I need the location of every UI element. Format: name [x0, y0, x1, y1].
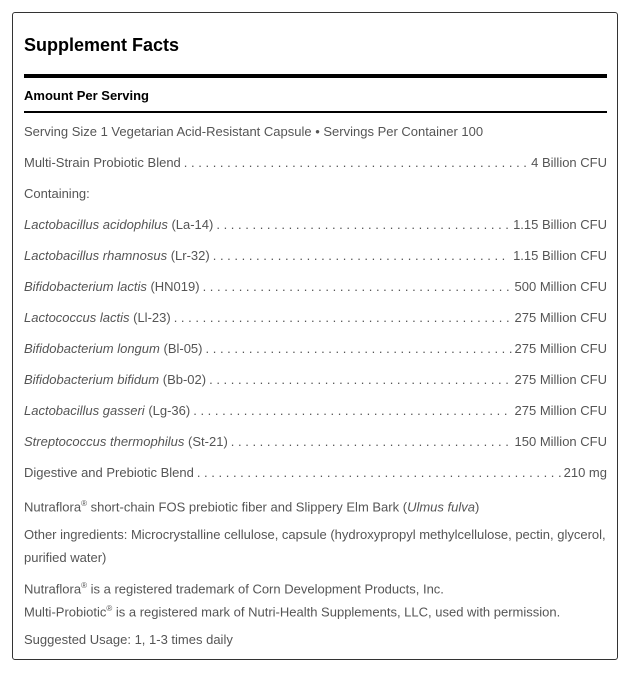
dot-leader [231, 433, 512, 451]
strain-amount: 150 Million CFU [514, 434, 607, 449]
registered-mark: ® [81, 581, 87, 590]
strain-row: Lactobacillus gasseri (Lg-36) 275 Million… [24, 402, 607, 433]
trademark-text: is a registered trademark of Corn Develo… [86, 581, 444, 597]
strain-row: Lactobacillus acidophilus (La-14) 1.15 Bi… [24, 216, 607, 247]
strain-row: Bifidobacterium longum (Bl-05) 275 Millio… [24, 340, 607, 371]
strain-row: Lactococcus lactis (Ll-23) 275 Million CF… [24, 309, 607, 340]
panel-title: Supplement Facts [24, 35, 180, 55]
strain-name: Bifidobacterium longum (Bl-05) [24, 340, 203, 358]
latin-name: Ulmus fulva [407, 499, 475, 515]
species-name: Bifidobacterium bifidum [24, 372, 160, 387]
species-name: Streptococcus thermophilus [24, 434, 185, 449]
strain-code: (Bl-05) [163, 341, 203, 356]
strain-row: Lactobacillus rhamnosus (Lr-32) 1.15 Bill… [24, 247, 607, 278]
strain-code: (Bb-02) [162, 372, 207, 387]
strain-amount: 275 Million CFU [514, 372, 607, 387]
blend-amount: 210 mg [563, 465, 607, 480]
other-ingredients: Other ingredients: Microcrystalline cell… [24, 527, 606, 565]
strain-amount: 1.15 Billion CFU [513, 248, 607, 263]
brand-name: Multi-Probiotic [24, 604, 107, 620]
strain-code: (Lr-32) [170, 248, 210, 263]
strain-name: Streptococcus thermophilus (St-21) [24, 433, 228, 451]
strain-name: Bifidobacterium lactis (HN019) [24, 278, 200, 296]
strain-amount: 275 Million CFU [514, 310, 607, 325]
dot-leader [193, 402, 511, 420]
dot-leader [174, 309, 512, 327]
strain-name: Bifidobacterium bifidum (Bb-02) [24, 371, 206, 389]
strain-amount: 275 Million CFU [514, 341, 607, 356]
facts-rows: Serving Size 1 Vegetarian Acid-Resistant… [24, 123, 607, 662]
species-name: Lactobacillus gasseri [24, 403, 145, 418]
species-name: Lactococcus lactis [24, 310, 130, 325]
strain-code: (La-14) [171, 217, 214, 232]
brand-name: Nutraflora [24, 581, 82, 597]
registered-mark: ® [106, 604, 113, 613]
strain-name: Lactobacillus gasseri (Lg-36) [24, 402, 190, 420]
strain-row: Bifidobacterium bifidum (Bb-02) 275 Milli… [24, 371, 607, 402]
trademark-multi-probiotic: Multi-Probiotic® is a registered mark of… [24, 600, 607, 631]
strain-name: Lactobacillus rhamnosus (Lr-32) [24, 247, 210, 265]
strain-list: Lactobacillus acidophilus (La-14) 1.15 Bi… [24, 216, 607, 464]
thick-divider [24, 74, 607, 78]
dot-leader [206, 340, 512, 358]
dot-leader [184, 154, 528, 172]
strain-code: (Ll-23) [133, 310, 171, 325]
description-text: ) [474, 499, 480, 515]
brand-name: Nutraflora [24, 499, 82, 515]
blend-name: Multi-Strain Probiotic Blend [24, 155, 181, 170]
blend-description: Nutraflora® short-chain FOS prebiotic fi… [24, 495, 607, 526]
dot-leader [209, 371, 511, 389]
trademark-text: is a registered mark of Nutri-Health Sup… [112, 604, 561, 620]
suggested-usage: Suggested Usage: 1, 1-3 times daily [24, 632, 233, 647]
strain-row: Bifidobacterium lactis (HN019) 500 Millio… [24, 278, 607, 309]
strain-name: Lactobacillus acidophilus (La-14) [24, 216, 213, 234]
strain-row: Streptococcus thermophilus (St-21) 150 Mi… [24, 433, 607, 464]
amount-per-serving-heading: Amount Per Serving [24, 88, 149, 103]
supplement-facts-panel: Supplement Facts Amount Per Serving Serv… [12, 12, 618, 660]
registered-mark: ® [81, 499, 87, 508]
strain-code: (Lg-36) [148, 403, 191, 418]
description-text: short-chain FOS prebiotic fiber and Slip… [86, 499, 408, 515]
dot-leader [213, 247, 510, 265]
containing-label: Containing: [24, 186, 90, 201]
strain-code: (St-21) [188, 434, 228, 449]
blend-amount: 4 Billion CFU [531, 155, 607, 170]
species-name: Bifidobacterium longum [24, 341, 160, 356]
strain-amount: 500 Million CFU [514, 279, 607, 294]
blend-row-digestive: Digestive and Prebiotic Blend 210 mg [24, 464, 607, 495]
dot-leader [216, 216, 510, 234]
thin-divider [24, 111, 607, 113]
serving-size-row: Serving Size 1 Vegetarian Acid-Resistant… [24, 124, 484, 139]
dot-leader [197, 464, 561, 482]
species-name: Lactobacillus rhamnosus [24, 248, 168, 263]
blend-name: Digestive and Prebiotic Blend [24, 465, 194, 480]
strain-amount: 1.15 Billion CFU [513, 217, 607, 232]
dot-leader [203, 278, 512, 296]
species-name: Lactobacillus acidophilus [24, 217, 168, 232]
strain-amount: 275 Million CFU [514, 403, 607, 418]
species-name: Bifidobacterium lactis [24, 279, 147, 294]
trademark-nutraflora: Nutraflora® is a registered trademark of… [24, 577, 607, 600]
blend-row-probiotic: Multi-Strain Probiotic Blend 4 Billion CF… [24, 154, 607, 185]
strain-code: (HN019) [150, 279, 200, 294]
strain-name: Lactococcus lactis (Ll-23) [24, 309, 171, 327]
